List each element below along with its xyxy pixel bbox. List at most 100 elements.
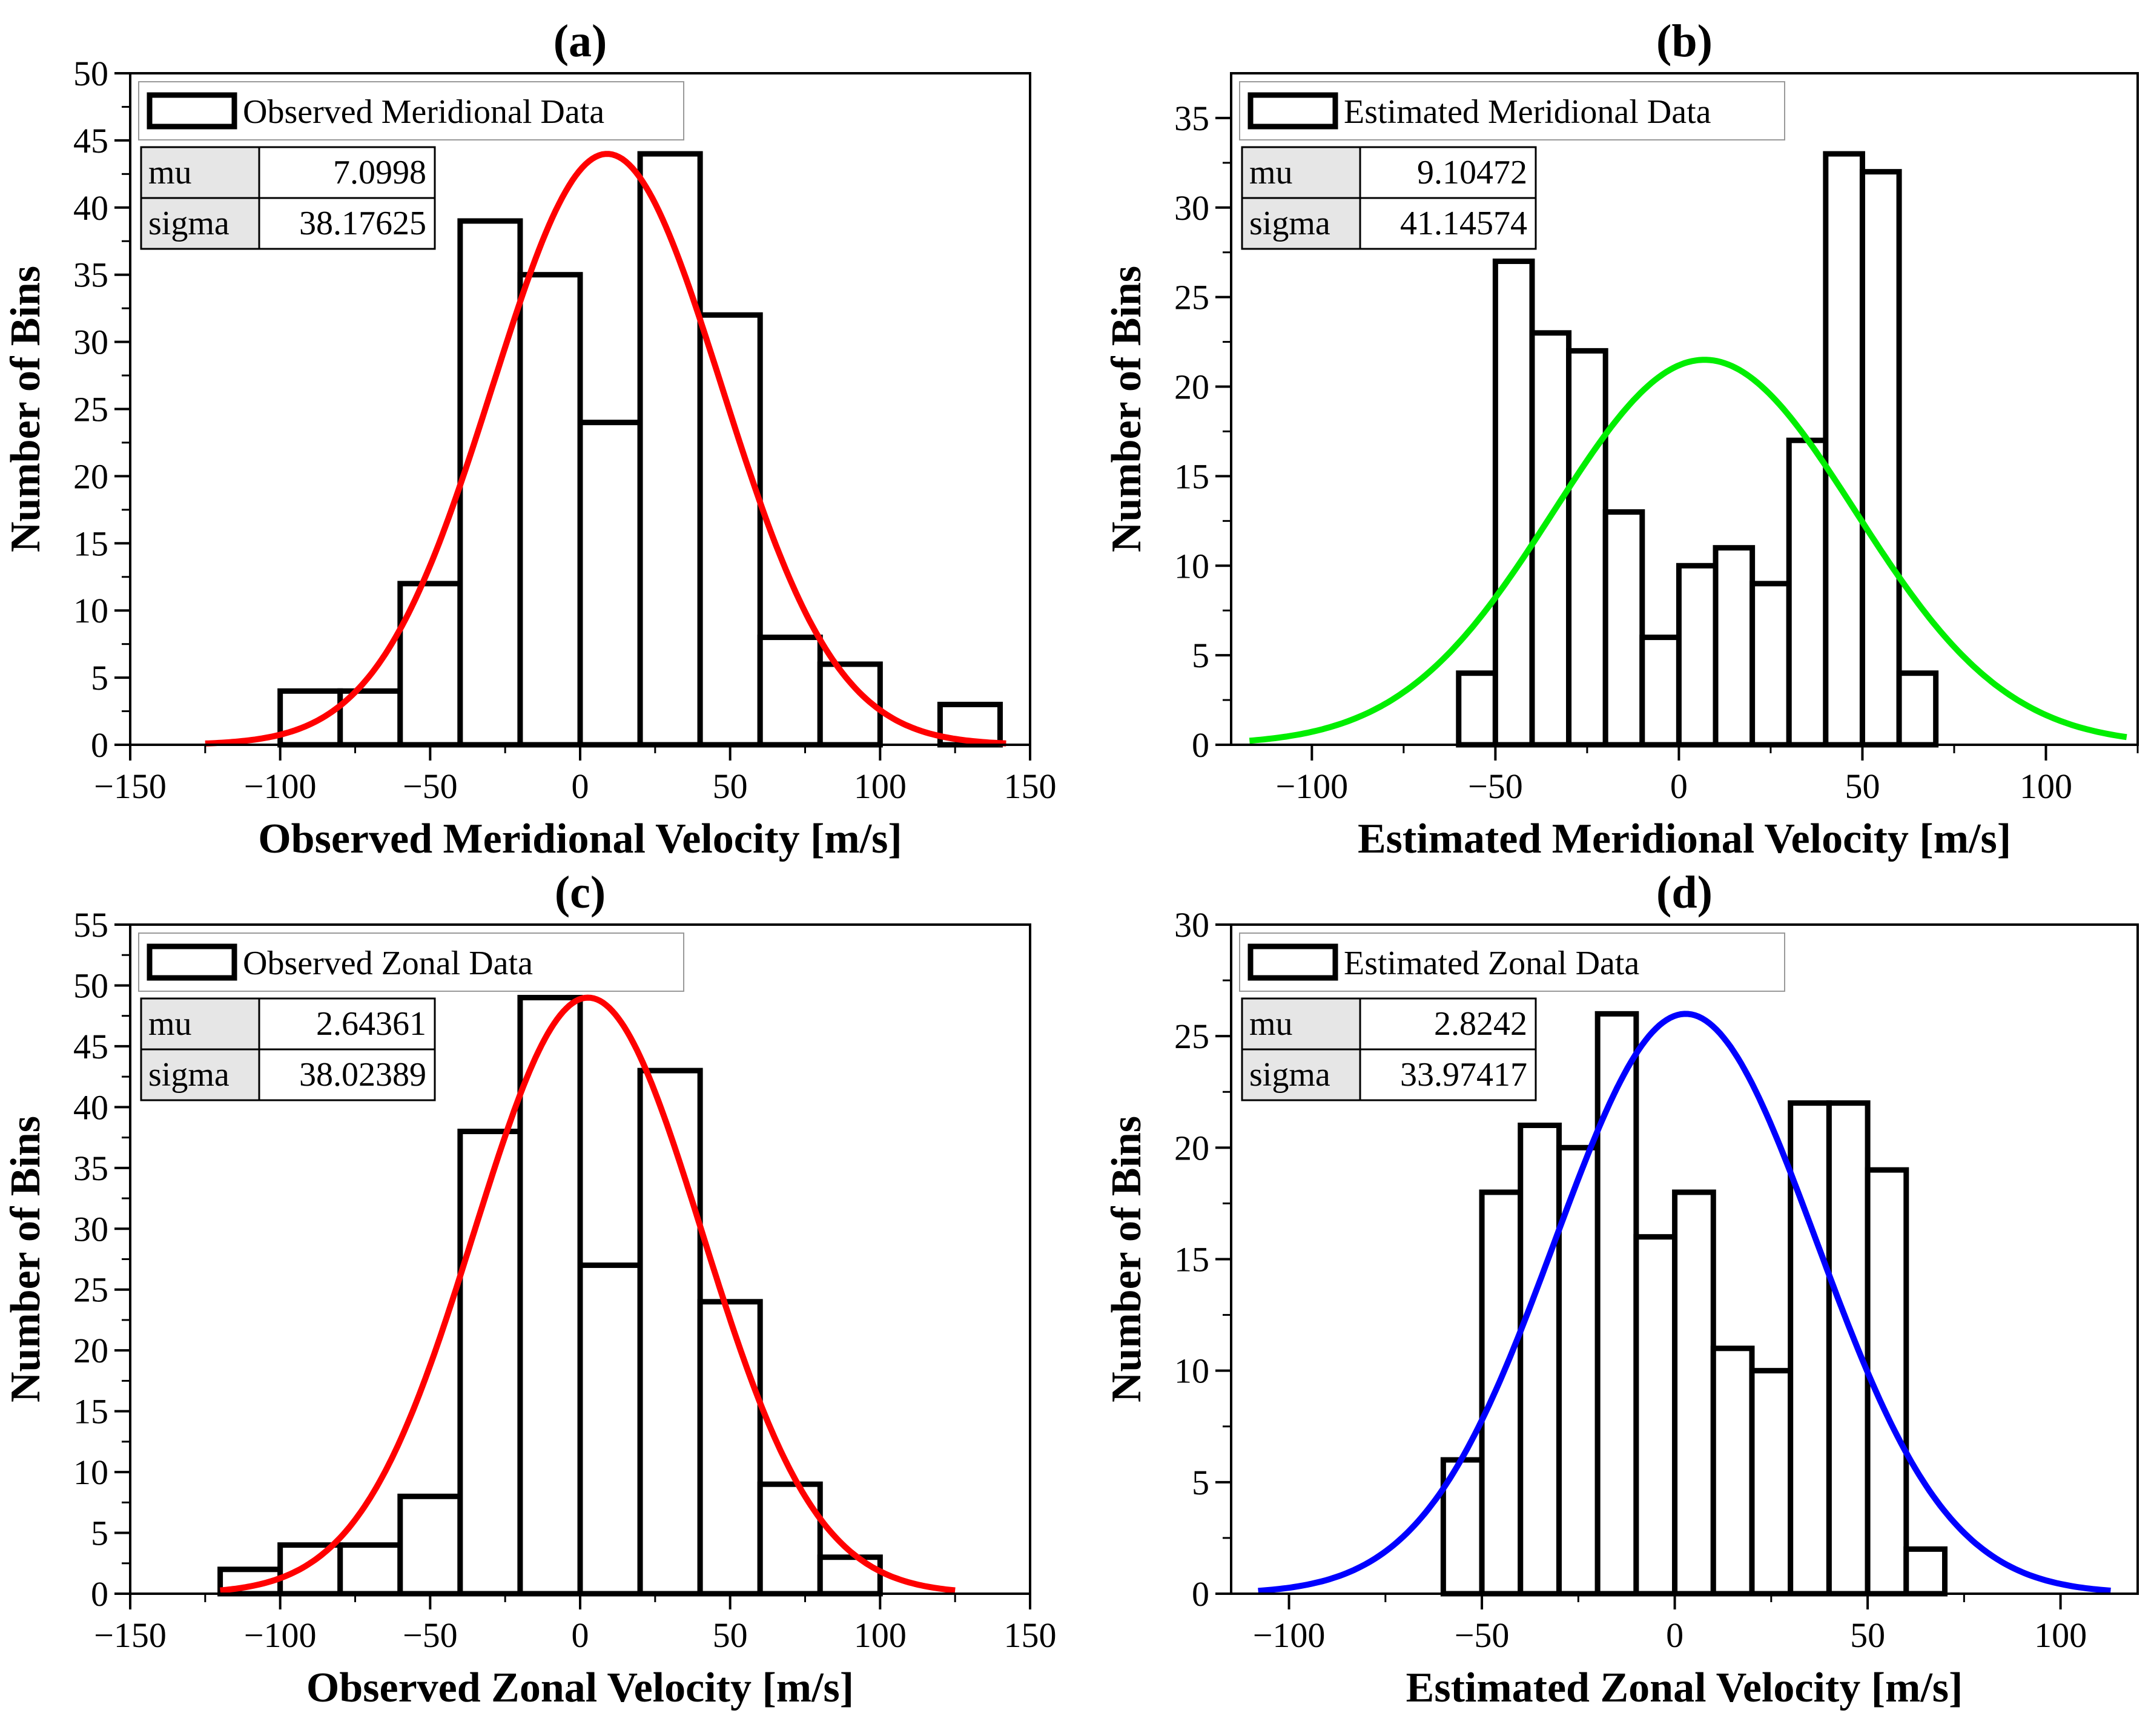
y-tick-label: 20: [73, 1331, 108, 1370]
stat-value: 38.17625: [299, 205, 426, 242]
y-tick-label: 50: [73, 54, 108, 93]
y-tick-label: 25: [1174, 1017, 1209, 1056]
panel-c: (c) −150 −100 −50 0 50 100 150 0 5 10 15 20 25 30 35 40 4…: [2, 867, 1057, 1711]
y-tick-label: 30: [1174, 905, 1209, 945]
panel-d: (d) −100 −50 0 50 100 0 5 10 15 20 25 30 Estimated Zo…: [1103, 867, 2139, 1711]
histogram-bar: [757, 635, 823, 748]
y-tick-label: 35: [1174, 99, 1209, 138]
stat-value-cell: [258, 997, 436, 1051]
panel-title: (c): [555, 867, 606, 918]
y-tick-label: 20: [73, 457, 108, 496]
stat-value: 9.10472: [1417, 154, 1527, 191]
stats-table: mu 2.8242 sigma 33.97417: [1241, 997, 1537, 1101]
stat-name: mu: [148, 1005, 192, 1043]
y-tick-label: 30: [1174, 188, 1209, 228]
y-tick-label: 35: [73, 1149, 108, 1188]
axis-ticks: [1215, 923, 2062, 1609]
y-tick-label: 30: [73, 323, 108, 362]
histogram-bar: [457, 1129, 523, 1597]
y-tick-label: 40: [73, 1087, 108, 1127]
x-tick-label: 150: [1004, 1616, 1057, 1655]
stat-value: 38.02389: [299, 1056, 426, 1094]
legend-label: Observed Meridional Data: [243, 93, 604, 131]
y-axis-title: Number of Bins: [1103, 266, 1150, 552]
y-tick-label: 5: [91, 1514, 108, 1553]
histogram-bar: [1826, 1100, 1871, 1597]
histogram-bar: [397, 1493, 463, 1597]
stats-table: mu 9.10472 sigma 41.14574: [1241, 146, 1537, 250]
panel-title: (a): [553, 16, 607, 67]
stat-value: 33.97417: [1400, 1056, 1527, 1094]
legend-label: Estimated Meridional Data: [1344, 93, 1711, 131]
histogram-bar: [1602, 509, 1645, 748]
stat-value-cell: [1359, 197, 1537, 250]
panel-title: (d): [1656, 867, 1713, 918]
x-tick-label: 0: [1666, 1616, 1683, 1655]
legend-swatch: [147, 92, 237, 130]
histogram-bar: [1492, 259, 1535, 748]
y-tick-label: 5: [1192, 1463, 1209, 1502]
histogram-bar: [1749, 1368, 1794, 1597]
histogram-bar: [1639, 635, 1682, 748]
y-tick-label: 25: [1174, 278, 1209, 317]
x-tick-label: 0: [1670, 767, 1688, 806]
axis-ticks: [114, 72, 1031, 761]
y-tick-label: 10: [73, 1453, 108, 1492]
x-tick-label: 100: [2034, 1616, 2087, 1655]
histogram-bar: [1713, 545, 1756, 748]
y-tick-label: 40: [73, 188, 108, 228]
stat-name-cell: [140, 1048, 260, 1101]
x-axis-title: Observed Zonal Velocity [m/s]: [306, 1665, 854, 1711]
histogram-bar: [697, 1299, 763, 1597]
x-tick-label: −100: [244, 1616, 317, 1655]
stat-value: 2.64361: [316, 1005, 426, 1043]
legend-label: Estimated Zonal Data: [1344, 945, 1639, 982]
panel-a: (a) −150 −100 −50 0 50 100 150 0 5 10 15 20 25 30 35 40 4…: [2, 16, 1057, 862]
stat-name: mu: [1249, 154, 1293, 191]
y-tick-label: 20: [1174, 368, 1209, 407]
x-tick-label: −100: [1275, 767, 1348, 806]
axis-ticks: [1215, 116, 2139, 761]
histogram-bar: [277, 1542, 343, 1597]
y-tick-label: 15: [73, 1392, 108, 1431]
histogram-bar: [277, 688, 343, 748]
y-tick-label: 0: [1192, 725, 1209, 765]
x-tick-label: −50: [1468, 767, 1523, 806]
stat-value-cell: [258, 197, 436, 250]
histogram-bar: [517, 995, 583, 1597]
histogram-bar: [577, 420, 643, 748]
histogram-bar: [1786, 437, 1829, 748]
histogram-bar: [1896, 670, 1939, 748]
axis-ticks: [114, 923, 1031, 1609]
panel-b: (b) −100 −50 0 50 100 0 5 10 15 20 25 30 35 Estimated …: [1103, 16, 2139, 862]
x-tick-label: 100: [854, 1616, 907, 1655]
plot-frame: [1230, 72, 2139, 746]
y-tick-label: 50: [73, 966, 108, 1005]
y-tick-label: 25: [73, 1270, 108, 1310]
panel-title: (b): [1656, 16, 1713, 67]
stat-value: 2.8242: [1434, 1005, 1527, 1043]
y-tick-label: 45: [73, 121, 108, 160]
y-tick-label: 0: [1192, 1574, 1209, 1614]
legend-swatch: [147, 943, 237, 981]
stats-table: mu 2.64361 sigma 38.02389: [140, 997, 436, 1101]
legend-label: Observed Zonal Data: [243, 945, 533, 982]
y-tick-label: 10: [73, 591, 108, 630]
stat-value-cell: [1359, 1048, 1537, 1101]
stat-name: mu: [148, 154, 192, 191]
y-tick-label: 45: [73, 1027, 108, 1066]
histogram-bar: [697, 312, 763, 748]
histogram-bar: [577, 1262, 643, 1597]
x-tick-label: −150: [94, 1616, 167, 1655]
histogram-bar: [1556, 1144, 1601, 1597]
x-tick-label: 0: [572, 767, 589, 806]
x-tick-label: 50: [713, 767, 748, 806]
fit-curve: [220, 994, 956, 1594]
stat-name: sigma: [1249, 205, 1330, 242]
x-tick-label: 50: [1845, 767, 1880, 806]
y-tick-label: 0: [91, 725, 108, 765]
histogram-bar: [817, 1554, 883, 1597]
legend: Observed Zonal Data: [138, 932, 684, 992]
x-tick-label: 100: [2020, 767, 2072, 806]
